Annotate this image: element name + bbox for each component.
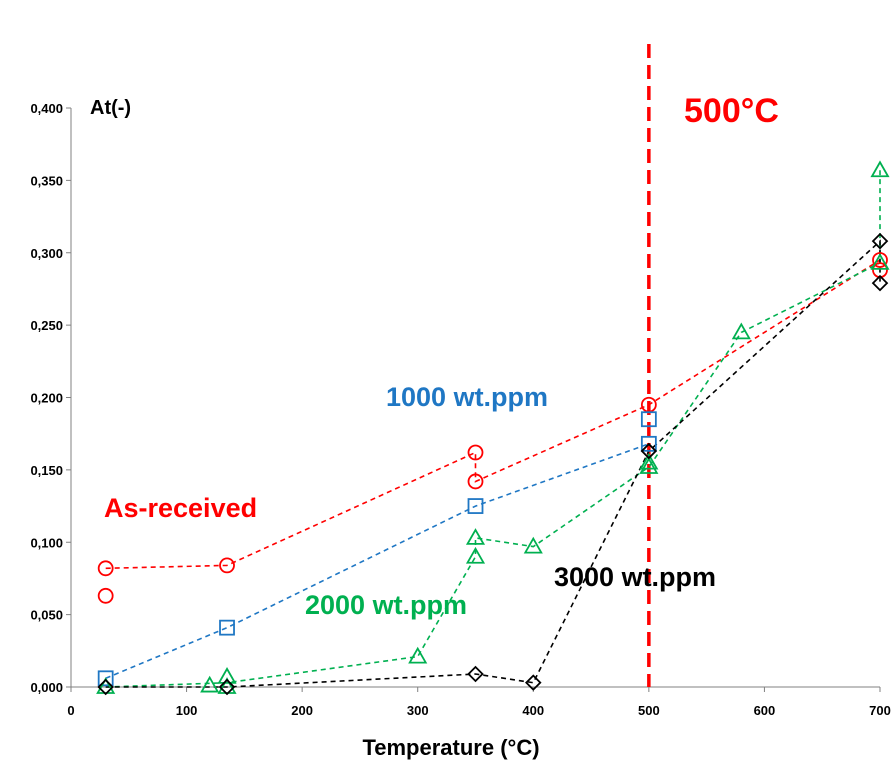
y-tick-label: 0,100	[30, 535, 63, 550]
data-point	[465, 528, 486, 545]
y-tick-label: 0,200	[30, 391, 63, 406]
data-point	[200, 675, 220, 693]
data-point	[467, 498, 484, 514]
data-point	[872, 252, 888, 268]
series-label-1000ppm: 1000 wt.ppm	[386, 382, 548, 412]
data-point	[467, 665, 484, 683]
data-point	[408, 646, 428, 664]
data-point	[97, 670, 114, 687]
data-point	[640, 435, 657, 452]
x-tick-label: 200	[291, 703, 313, 718]
data-point	[465, 546, 486, 564]
data-point	[639, 452, 659, 470]
data-point	[219, 619, 235, 636]
y-tick-label: 0,400	[30, 101, 63, 116]
x-ticks: 0 100 200 300 400 500 600 700	[67, 687, 891, 718]
series-label-3000ppm: 3000 wt.ppm	[554, 562, 716, 592]
series-lines	[105, 170, 881, 688]
x-tick-label: 600	[754, 703, 776, 718]
data-point	[871, 232, 889, 250]
y-tick-label: 0,350	[30, 173, 63, 188]
data-point	[217, 667, 237, 684]
y-tick-label: 0,050	[30, 608, 63, 623]
series-label-as-received: As-received	[104, 493, 257, 523]
x-tick-label: 100	[176, 703, 198, 718]
data-point	[525, 674, 542, 691]
series-line-2	[105, 170, 881, 688]
x-axis-label: Temperature (°C)	[362, 735, 539, 760]
series-line-1	[105, 443, 650, 680]
x-tick-label: 700	[869, 703, 891, 718]
y-tick-label: 0,250	[30, 318, 63, 333]
data-point	[870, 160, 890, 178]
x-tick-label: 400	[522, 703, 544, 718]
data-point	[870, 253, 890, 270]
series-line-3	[105, 239, 881, 688]
data-point	[639, 457, 659, 474]
series-markers	[96, 160, 890, 696]
data-point	[467, 473, 484, 490]
data-point	[640, 411, 657, 428]
data-point	[97, 678, 114, 696]
annotation-500c: 500°C	[684, 92, 779, 130]
y-tick-label: 0,000	[30, 680, 63, 695]
data-point	[731, 322, 751, 340]
data-point	[871, 274, 889, 292]
x-tick-label: 300	[407, 703, 429, 718]
data-point	[97, 587, 114, 604]
y-ticks: 0,000 0,050 0,100 0,150 0,200 0,250 0,300 0,350…	[30, 101, 71, 695]
data-point	[523, 536, 543, 554]
y-tick-label: 0,300	[30, 246, 63, 261]
x-tick-label: 500	[638, 703, 660, 718]
data-point	[218, 678, 236, 696]
y-axis-label: At(-)	[90, 97, 131, 119]
data-point	[97, 560, 114, 577]
series-line-0	[105, 259, 881, 570]
data-point	[219, 557, 235, 574]
data-point	[640, 442, 658, 460]
x-tick-label: 0	[67, 703, 74, 718]
y-tick-label: 0,150	[30, 463, 63, 478]
series-label-2000ppm: 2000 wt.ppm	[305, 590, 467, 620]
data-point	[467, 444, 484, 461]
